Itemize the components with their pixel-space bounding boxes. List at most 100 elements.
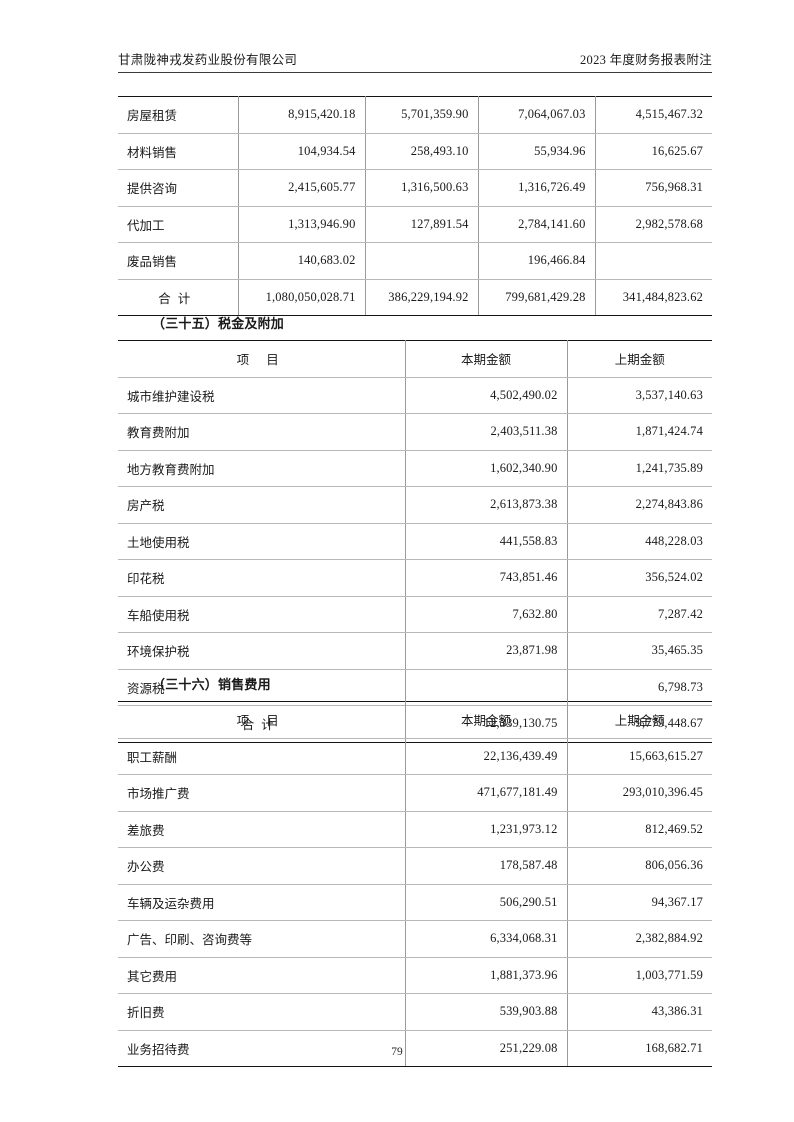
cell-value: 1,602,340.90 — [404, 449, 568, 487]
section-heading-taxes: （三十五）税金及附加 — [152, 317, 285, 332]
cell-value: 356,524.02 — [566, 559, 712, 597]
page-header: 甘肃陇神戎发药业股份有限公司 2023 年度财务报表附注 — [118, 52, 712, 73]
row-label: 差旅费 — [118, 810, 406, 848]
cell-value: 168,682.71 — [566, 1029, 712, 1067]
cell-value: 1,003,771.59 — [566, 956, 712, 994]
cell-value: 1,241,735.89 — [566, 449, 712, 487]
cell-value: 812,469.52 — [566, 810, 712, 848]
header-company-name: 甘肃陇神戎发药业股份有限公司 — [118, 53, 298, 67]
table-row: 广告、印刷、咨询费等 6,334,068.31 2,382,884.92 — [118, 920, 712, 958]
table-revenue-detail: 房屋租赁 8,915,420.18 5,701,359.90 7,064,067… — [118, 96, 712, 316]
row-label: 教育费附加 — [118, 413, 406, 451]
table-row: 市场推广费 471,677,181.49 293,010,396.45 — [118, 774, 712, 812]
table-row: 材料销售 104,934.54 258,493.10 55,934.96 16,… — [118, 132, 712, 170]
table-row: 车辆及运杂费用 506,290.51 94,367.17 — [118, 883, 712, 921]
table-header-row: 项 目 本期金额 上期金额 — [118, 340, 712, 378]
row-label: 代加工 — [118, 205, 239, 243]
column-header-current: 本期金额 — [404, 701, 568, 739]
cell-value: 2,403,511.38 — [404, 413, 568, 451]
row-label: 土地使用税 — [118, 522, 406, 560]
row-label: 办公费 — [118, 847, 406, 885]
cell-value: 23,871.98 — [404, 632, 568, 670]
cell-value — [594, 242, 712, 280]
cell-value: 251,229.08 — [404, 1029, 568, 1067]
table-row: 提供咨询 2,415,605.77 1,316,500.63 1,316,726… — [118, 169, 712, 207]
row-label: 市场推广费 — [118, 774, 406, 812]
row-label: 职工薪酬 — [118, 737, 406, 775]
row-label: 环境保护税 — [118, 632, 406, 670]
cell-value: 4,515,467.32 — [594, 96, 712, 134]
row-label: 房产税 — [118, 486, 406, 524]
cell-value: 806,056.36 — [566, 847, 712, 885]
row-label: 车辆及运杂费用 — [118, 883, 406, 921]
cell-value: 5,701,359.90 — [364, 96, 479, 134]
table-row: 职工薪酬 22,136,439.49 15,663,615.27 — [118, 737, 712, 775]
cell-value: 441,558.83 — [404, 522, 568, 560]
cell-value: 2,982,578.68 — [594, 205, 712, 243]
table-header-row: 项 目 本期金额 上期金额 — [118, 701, 712, 739]
cell-value: 2,382,884.92 — [566, 920, 712, 958]
row-label: 城市维护建设税 — [118, 376, 406, 414]
row-label: 废品销售 — [118, 242, 239, 280]
cell-value: 2,784,141.60 — [477, 205, 596, 243]
row-label: 业务招待费 — [118, 1029, 406, 1067]
cell-value: 1,316,500.63 — [364, 169, 479, 207]
table-row: 折旧费 539,903.88 43,386.31 — [118, 993, 712, 1031]
row-label: 提供咨询 — [118, 169, 239, 207]
page-number: 79 — [391, 1046, 403, 1058]
cell-value: 140,683.02 — [237, 242, 366, 280]
table-revenue-detail-body: 房屋租赁 8,915,420.18 5,701,359.90 7,064,067… — [118, 96, 712, 316]
cell-value: 43,386.31 — [566, 993, 712, 1031]
table-row: 资源税 6,798.73 — [118, 668, 712, 706]
header-document-title: 2023 年度财务报表附注 — [579, 53, 712, 67]
cell-value: 7,632.80 — [404, 595, 568, 633]
cell-value: 1,231,973.12 — [404, 810, 568, 848]
cell-value: 448,228.03 — [566, 522, 712, 560]
column-header-previous: 上期金额 — [566, 340, 712, 378]
row-label: 地方教育费附加 — [118, 449, 406, 487]
row-label: 资源税 — [118, 668, 406, 706]
table-row: 土地使用税 441,558.83 448,228.03 — [118, 522, 712, 560]
cell-value: 94,367.17 — [566, 883, 712, 921]
cell-value: 1,313,946.90 — [237, 205, 366, 243]
cell-value: 7,287.42 — [566, 595, 712, 633]
table-row: 印花税 743,851.46 356,524.02 — [118, 559, 712, 597]
table-row: 车船使用税 7,632.80 7,287.42 — [118, 595, 712, 633]
row-label: 材料销售 — [118, 132, 239, 170]
table-row: 房屋租赁 8,915,420.18 5,701,359.90 7,064,067… — [118, 96, 712, 134]
cell-value: 16,625.67 — [594, 132, 712, 170]
column-header-previous: 上期金额 — [566, 701, 712, 739]
cell-value: 1,881,373.96 — [404, 956, 568, 994]
total-value: 386,229,194.92 — [364, 278, 479, 316]
row-label: 房屋租赁 — [118, 96, 239, 134]
cell-value — [364, 242, 479, 280]
cell-value: 35,465.35 — [566, 632, 712, 670]
cell-value: 55,934.96 — [477, 132, 596, 170]
cell-value: 196,466.84 — [477, 242, 596, 280]
cell-value: 178,587.48 — [404, 847, 568, 885]
table-row: 其它费用 1,881,373.96 1,003,771.59 — [118, 956, 712, 994]
cell-value: 15,663,615.27 — [566, 737, 712, 775]
total-value: 799,681,429.28 — [477, 278, 596, 316]
column-header-item: 项 目 — [118, 701, 406, 739]
table-total-row: 合计 1,080,050,028.71 386,229,194.92 799,6… — [118, 278, 712, 316]
cell-value: 4,502,490.02 — [404, 376, 568, 414]
table-row: 代加工 1,313,946.90 127,891.54 2,784,141.60… — [118, 205, 712, 243]
table-row: 地方教育费附加 1,602,340.90 1,241,735.89 — [118, 449, 712, 487]
total-label: 合计 — [118, 278, 239, 316]
table-row: 环境保护税 23,871.98 35,465.35 — [118, 632, 712, 670]
row-label: 车船使用税 — [118, 595, 406, 633]
row-label: 印花税 — [118, 559, 406, 597]
cell-value: 2,415,605.77 — [237, 169, 366, 207]
cell-value: 7,064,067.03 — [477, 96, 596, 134]
cell-value: 1,871,424.74 — [566, 413, 712, 451]
row-label: 其它费用 — [118, 956, 406, 994]
cell-value: 1,316,726.49 — [477, 169, 596, 207]
table-row: 废品销售 140,683.02 196,466.84 — [118, 242, 712, 280]
row-label: 折旧费 — [118, 993, 406, 1031]
total-value: 1,080,050,028.71 — [237, 278, 366, 316]
table-row: 教育费附加 2,403,511.38 1,871,424.74 — [118, 413, 712, 451]
cell-value: 258,493.10 — [364, 132, 479, 170]
cell-value: 127,891.54 — [364, 205, 479, 243]
